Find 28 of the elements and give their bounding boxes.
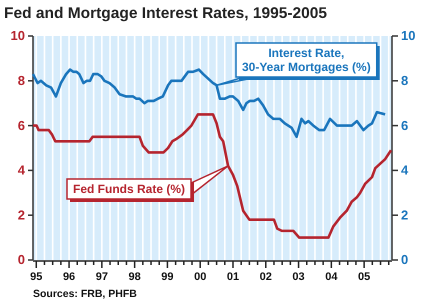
y-tick-label: 4 (18, 162, 26, 178)
line-series (32, 113, 392, 239)
x-tick-label: 04 (325, 270, 338, 283)
x-tick-label: 99 (161, 270, 174, 283)
y-tick-label: 10 (10, 28, 25, 44)
y2-tick-label: 0 (401, 252, 408, 268)
text: Interest Rate, 30-Year Mortgages (%) (242, 46, 371, 74)
x-tick-label: 96 (62, 270, 76, 283)
y-tick-label: 8 (18, 72, 25, 88)
y2-tick-label: 6 (401, 118, 408, 133)
x-tick-label: 95 (30, 270, 42, 283)
x-tick-label: 01 (226, 270, 240, 283)
x-tick-label: 03 (292, 270, 305, 283)
source-note: Sources: FRB, PHFB (33, 288, 138, 300)
y2-tick-label: 2 (401, 207, 408, 222)
x-tick-label: 98 (128, 270, 141, 283)
x-tick-label: 97 (96, 270, 108, 283)
x-tick-label: 00 (194, 270, 206, 283)
x-tick-label: 05 (358, 270, 370, 283)
y-tick-label: 0 (18, 252, 25, 268)
text: Fed Funds Rate (%) (73, 182, 186, 196)
y-tick-label: 6 (18, 118, 25, 133)
y2-tick-label: 8 (401, 72, 408, 88)
y2-tick-label: 10 (401, 28, 416, 44)
x-tick-label: 02 (260, 270, 272, 283)
y2-tick-label: 4 (401, 162, 409, 178)
chart-title: Fed and Mortgage Interest Rates, 1995-2005 (4, 5, 328, 22)
y-tick-label: 2 (18, 207, 25, 222)
